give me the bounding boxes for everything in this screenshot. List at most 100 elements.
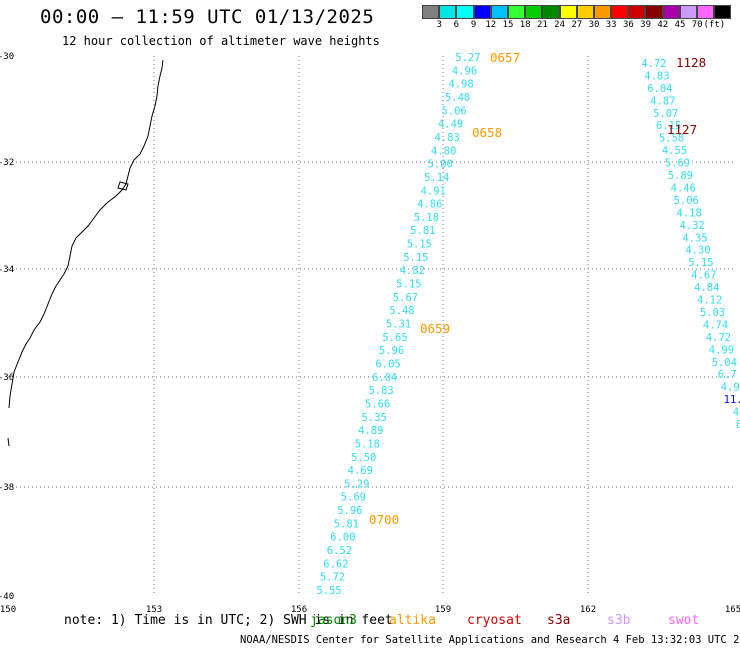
- legend-label: 6: [453, 20, 460, 30]
- wave-height-value: 6.52: [327, 545, 352, 557]
- x-tick-label: 165: [725, 605, 740, 615]
- pass-time-label: 1128: [676, 55, 706, 70]
- wave-height-value: 5.35: [362, 412, 387, 424]
- y-tick-label: -30: [0, 52, 14, 62]
- wave-height-value: 5.27: [455, 52, 480, 64]
- wave-height-value: 5.58: [659, 133, 684, 145]
- wave-height-value: 5.00: [428, 159, 453, 171]
- wave-height-value: 6.04: [372, 372, 397, 384]
- wave-height-value: 5.29: [344, 478, 369, 490]
- legend-swatch: [628, 5, 646, 19]
- pass-time-label: 0658: [472, 125, 502, 140]
- y-tick-label: -32: [0, 158, 14, 168]
- wave-height-value: 5.96: [379, 345, 404, 357]
- wave-height-value: 6.04: [647, 83, 672, 95]
- coastline-fragment: [7, 437, 10, 447]
- wave-height-value: 5.89: [668, 170, 693, 182]
- legend-swatch: [473, 5, 491, 19]
- wave-height-value: 4.89: [358, 425, 383, 437]
- wave-height-value: 4.9: [721, 382, 740, 394]
- y-tick-label: -38: [0, 483, 14, 493]
- color-legend: 3 6 9 12 15 18 21 24 27 30 33 36 39 42 45 70 (ft): [422, 5, 740, 31]
- y-axis-tick-labels: -30 -32 -34 -36 -38 -40: [0, 52, 14, 602]
- x-tick-label: 159: [435, 605, 451, 615]
- wave-height-value: 8: [736, 419, 740, 431]
- wave-height-value: 4.32: [679, 220, 704, 232]
- pass-time-label: 0659: [420, 321, 450, 336]
- legend-swatch: [439, 5, 457, 19]
- wave-height-value: 5.15: [688, 257, 713, 269]
- wave-height-value: 6.15: [656, 120, 681, 132]
- wave-height-value: 4.80: [431, 145, 456, 157]
- chart-title: 00:00 – 11:59 UTC 01/13/2025: [40, 6, 375, 28]
- legend-label: (ft): [703, 20, 726, 30]
- satellite-legend-item: s3b: [607, 613, 631, 628]
- wave-height-value: 4.18: [677, 207, 702, 219]
- legend-label: 18: [519, 20, 531, 30]
- wave-height-value: 4.72: [641, 58, 666, 70]
- y-tick-label: -40: [0, 592, 14, 602]
- wave-height-value: 5.07: [653, 108, 678, 120]
- wave-height-value: 5.65: [382, 332, 407, 344]
- legend-swatch: [611, 5, 629, 19]
- wave-height-value: 4.99: [709, 344, 734, 356]
- legend-swatch: [662, 5, 680, 19]
- legend-label: 27: [571, 20, 583, 30]
- satellite-legend-item: swot: [668, 613, 700, 628]
- wave-height-value: 4.91: [421, 185, 446, 197]
- wave-height-value: 5.66: [365, 398, 390, 410]
- legend-swatch: [507, 5, 526, 19]
- wave-height-value: 4.96: [452, 65, 477, 77]
- x-tick-label: 156: [291, 605, 307, 615]
- pass-time-label: 0700: [369, 512, 399, 527]
- wave-height-value: 4.55: [662, 145, 687, 157]
- wave-height-value: 4.83: [435, 132, 460, 144]
- legend-label: 36: [622, 20, 634, 30]
- wave-height-value: 4.86: [417, 199, 442, 211]
- wave-height-value: 5.55: [316, 585, 341, 597]
- x-tick-label: 150: [0, 605, 16, 615]
- wave-height-value: 5.50: [351, 452, 376, 464]
- footer-credit: NOAA/NESDIS Center for Satellite Applica…: [240, 634, 740, 646]
- y-tick-label: -34: [0, 265, 14, 275]
- legend-swatch: [490, 5, 508, 19]
- wave-height-value: 4.30: [685, 245, 710, 257]
- wave-height-value: 5.96: [337, 505, 362, 517]
- wave-height-value: 4.98: [448, 79, 473, 91]
- wave-height-value: 5.72: [320, 572, 345, 584]
- satellite-legend-item: jason3: [310, 613, 357, 628]
- legend-label: 70: [691, 20, 703, 30]
- wave-height-value: 5.81: [334, 518, 359, 530]
- wave-height-value: 5.81: [410, 225, 435, 237]
- wave-height-value: 5.06: [674, 195, 699, 207]
- wave-height-value: 5.15: [396, 279, 421, 291]
- x-axis-tick-labels: 150 153 156 159 162 165: [0, 605, 740, 615]
- wave-height-value: 5.03: [700, 307, 725, 319]
- legend-label: 3: [436, 20, 442, 30]
- wave-height-value: 4.74: [703, 319, 728, 331]
- wave-height-value: 5.18: [355, 438, 380, 450]
- pass-time-label: 0657: [490, 50, 520, 65]
- wave-height-value: 4.83: [644, 70, 669, 82]
- legend-swatches: [422, 5, 740, 19]
- pass-time-label: 1127: [667, 122, 697, 137]
- legend-label: 15: [502, 20, 514, 30]
- wave-height-value: 5.69: [341, 492, 366, 504]
- legend-swatch: [697, 5, 715, 19]
- wave-height-value: 5.48: [389, 305, 414, 317]
- wave-height-value: 5.67: [393, 292, 418, 304]
- wave-height-value: 5.06: [441, 105, 466, 117]
- legend-label: 24: [554, 20, 566, 30]
- satellite-legend-item: cryosat: [467, 613, 522, 628]
- legend-swatch: [456, 5, 474, 19]
- legend-labels: 3 6 9 12 15 18 21 24 27 30 33 36 39 42 45 70 (ft): [422, 19, 740, 31]
- wave-height-value: 5.83: [368, 385, 393, 397]
- chart-subtitle: 12 hour collection of altimeter wave hei…: [62, 34, 380, 48]
- legend-swatch: [593, 5, 612, 19]
- legend-label: 30: [588, 20, 600, 30]
- legend-swatch: [542, 5, 560, 19]
- legend-label: 9: [470, 20, 477, 30]
- coastline: [8, 59, 164, 409]
- wave-height-value: 4.49: [438, 119, 463, 131]
- wave-height-value: 5.69: [665, 158, 690, 170]
